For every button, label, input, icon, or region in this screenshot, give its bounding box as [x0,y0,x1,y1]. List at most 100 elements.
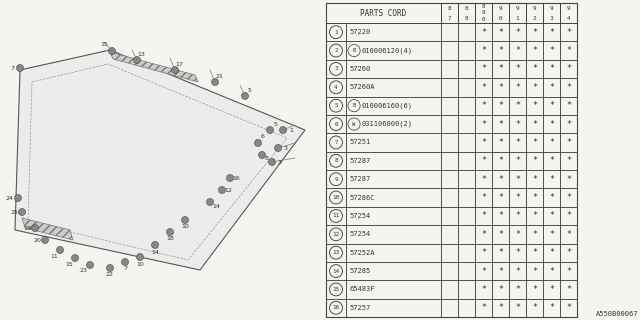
Circle shape [134,57,141,63]
Bar [543,41,560,60]
Text: *: * [566,156,571,165]
Bar [326,244,346,262]
Bar [543,152,560,170]
Bar [346,133,441,152]
Text: *: * [498,156,503,165]
Bar [492,97,509,115]
Text: *: * [549,138,554,147]
Circle shape [42,236,49,244]
Bar [560,299,577,317]
Text: *: * [481,28,486,37]
Bar [326,133,346,152]
Bar [492,188,509,207]
Bar [458,23,475,41]
Text: 1: 1 [334,30,338,35]
Text: *: * [532,193,537,202]
Text: 24: 24 [6,196,14,201]
Text: 15: 15 [65,261,73,267]
Text: 5: 5 [273,123,277,127]
Bar [526,115,543,133]
Text: 8: 8 [334,158,338,163]
Bar [475,78,492,97]
Text: 57285: 57285 [349,268,371,274]
Text: *: * [498,83,503,92]
Bar [441,262,458,280]
Bar [475,133,492,152]
Text: *: * [515,46,520,55]
Text: *: * [515,175,520,184]
Bar [441,60,458,78]
Bar [492,262,509,280]
Text: *: * [549,285,554,294]
Circle shape [207,198,214,205]
Bar [326,41,346,60]
Text: 13: 13 [332,250,340,255]
Bar [560,152,577,170]
Text: *: * [498,120,503,129]
Text: *: * [532,101,537,110]
Circle shape [19,209,26,215]
Text: *: * [481,64,486,73]
Bar [475,299,492,317]
Text: 15: 15 [100,43,108,47]
Circle shape [109,47,115,54]
Bar [441,188,458,207]
Bar [458,97,475,115]
Text: *: * [498,138,503,147]
Bar [458,170,475,188]
Text: 23: 23 [80,268,88,274]
Text: *: * [532,212,537,220]
Text: *: * [549,120,554,129]
Bar [346,299,441,317]
Bar [543,78,560,97]
Text: *: * [498,230,503,239]
Bar [509,133,526,152]
Bar [326,60,346,78]
Circle shape [136,253,143,260]
Text: B: B [353,48,356,53]
Text: *: * [549,64,554,73]
Text: *: * [566,101,571,110]
Text: *: * [515,248,520,257]
Text: *: * [549,267,554,276]
Text: 57287: 57287 [349,158,371,164]
Text: *: * [515,83,520,92]
Text: 2: 2 [532,15,536,20]
Text: 57260: 57260 [349,66,371,72]
Bar [326,78,346,97]
Bar [458,244,475,262]
Bar [441,152,458,170]
Bar [326,225,346,244]
Text: *: * [481,248,486,257]
Bar [458,207,475,225]
Bar [543,280,560,299]
Text: *: * [481,267,486,276]
Bar [475,188,492,207]
Text: *: * [532,28,537,37]
Circle shape [255,140,262,147]
Text: *: * [515,28,520,37]
Bar [560,133,577,152]
Bar [492,207,509,225]
Text: 57251: 57251 [349,140,371,145]
Bar [475,115,492,133]
Bar [526,262,543,280]
Text: 65483F: 65483F [349,286,374,292]
Text: 010006120(4): 010006120(4) [361,47,412,54]
Bar [346,60,441,78]
Text: *: * [515,230,520,239]
Bar [441,280,458,299]
Circle shape [259,151,266,158]
Text: 11: 11 [50,253,58,259]
Bar [346,207,441,225]
Bar [346,225,441,244]
Bar [346,41,441,60]
Text: *: * [549,212,554,220]
Text: *: * [566,120,571,129]
Bar [543,299,560,317]
Bar [458,60,475,78]
Bar [526,3,543,23]
Text: *: * [549,303,554,312]
Circle shape [241,92,248,100]
Bar [509,207,526,225]
